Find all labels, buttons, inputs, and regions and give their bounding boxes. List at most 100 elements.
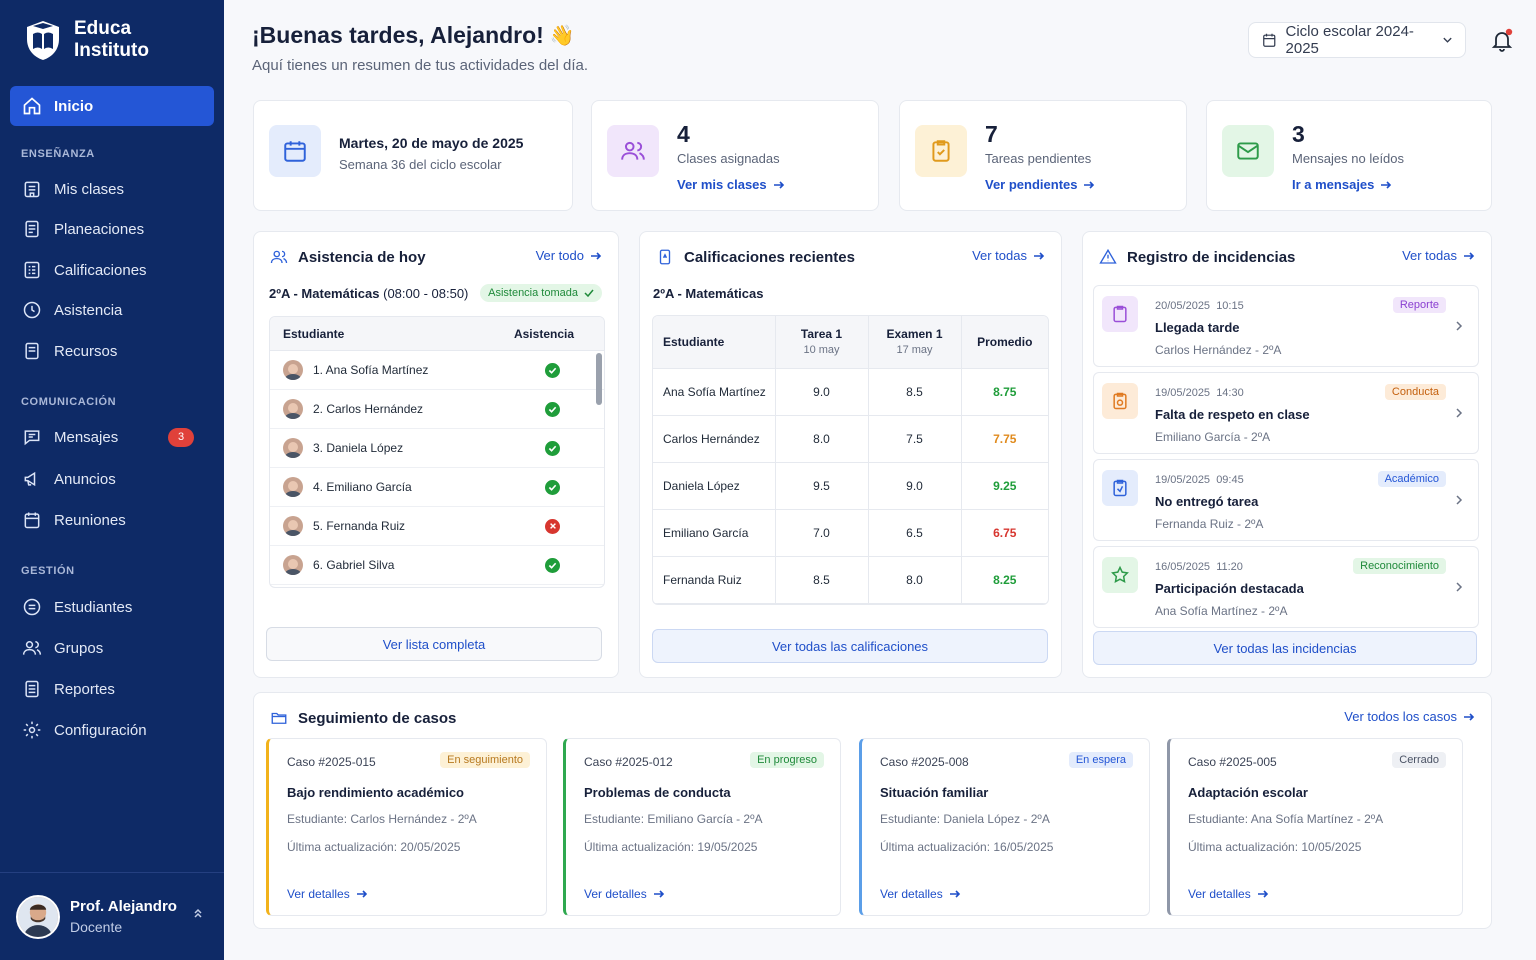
brand[interactable]: Educa Instituto (24, 18, 149, 62)
sidebar-item-home[interactable]: Inicio (10, 86, 214, 126)
clock-icon (23, 301, 41, 319)
wave-emoji: 👋 (549, 25, 575, 47)
view-pending-link[interactable]: Ver pendientes (985, 177, 1095, 192)
attendance-title: Asistencia de hoy (270, 248, 426, 266)
table-row[interactable]: 4. Emiliano García (270, 468, 604, 507)
table-row[interactable]: 3. Daniela López (270, 429, 604, 468)
brand-name: Educa Instituto (74, 18, 149, 61)
alert-badge-icon (1102, 383, 1138, 419)
incident-item[interactable]: 20/05/2025 10:15 Llegada tarde Carlos He… (1093, 285, 1479, 367)
grade-cell-name: Emiliano García (653, 509, 776, 557)
arrow-right-icon (1381, 180, 1392, 189)
folder-icon (271, 712, 287, 724)
gear-icon (23, 721, 41, 739)
sidebar-item-settings[interactable]: Configuración (10, 710, 214, 750)
student-avatar (283, 360, 303, 380)
case-last-update: Última actualización: 20/05/2025 (287, 840, 461, 854)
incident-item[interactable]: 16/05/2025 11:20 Participación destacada… (1093, 546, 1479, 628)
case-details-link[interactable]: Ver detalles (584, 887, 665, 901)
arrow-right-icon (1464, 251, 1475, 260)
table-row[interactable]: 1. Ana Sofía Martínez (270, 351, 604, 390)
grades-class: 2ºA - Matemáticas (653, 286, 764, 301)
student-name: 1. Ana Sofía Martínez (313, 363, 429, 377)
sidebar-item-meetings[interactable]: Reuniones (10, 500, 214, 540)
case-title: Situación familiar (880, 785, 989, 800)
present-check-icon[interactable] (545, 557, 560, 573)
chevron-right-icon (1456, 582, 1463, 592)
tasks-stat-card: 7 Tareas pendientes Ver pendientes (899, 100, 1187, 211)
incidents-view-all-link[interactable]: Ver todas (1402, 248, 1475, 263)
sidebar-item-messages[interactable]: Mensajes 3 (10, 417, 214, 457)
col-student: Estudiante (653, 316, 776, 369)
case-status-badge: Cerrado (1392, 752, 1446, 768)
cases-view-all-link[interactable]: Ver todos los casos (1344, 709, 1475, 724)
student-avatar (283, 555, 303, 575)
view-all-incidents-button[interactable]: Ver todas las incidencias (1093, 631, 1477, 665)
case-card[interactable]: Caso #2025-015 En seguimiento Bajo rendi… (266, 738, 547, 916)
user-profile[interactable]: Prof. Alejandro Docente (0, 872, 224, 960)
case-id: Caso #2025-015 (287, 755, 376, 769)
case-card[interactable]: Caso #2025-005 Cerrado Adaptación escola… (1167, 738, 1463, 916)
case-card[interactable]: Caso #2025-012 En progreso Problemas de … (563, 738, 841, 916)
absent-x-icon[interactable] (545, 518, 560, 534)
sidebar-item-classes[interactable]: Mis clases (10, 169, 214, 209)
sidebar-item-announcements[interactable]: Anuncios (10, 459, 214, 499)
grades-view-all-link[interactable]: Ver todas (972, 248, 1045, 263)
go-to-messages-link[interactable]: Ir a mensajes (1292, 177, 1392, 192)
case-last-update: Última actualización: 19/05/2025 (584, 840, 758, 854)
table-row[interactable]: Daniela López 9.5 9.0 9.25 (653, 462, 1048, 510)
clipboard-alert-icon (1102, 470, 1138, 506)
sidebar-item-grades[interactable]: Calificaciones (10, 250, 214, 290)
grade-cell-avg: 8.25 (961, 556, 1048, 604)
present-check-icon[interactable] (545, 440, 560, 456)
grade-cell-avg: 9.25 (961, 462, 1048, 510)
date-card: Martes, 20 de mayo de 2025 Semana 36 del… (253, 100, 573, 211)
incident-item[interactable]: 19/05/2025 14:30 Falta de respeto en cla… (1093, 372, 1479, 454)
school-icon (24, 181, 40, 198)
school-cycle-select[interactable]: Ciclo escolar 2024-2025 (1248, 22, 1466, 58)
sidebar-item-reports[interactable]: Reportes (10, 669, 214, 709)
sidebar-item-students[interactable]: Estudiantes (10, 587, 214, 627)
bell-icon[interactable] (1490, 28, 1514, 54)
chevron-right-icon (1456, 408, 1463, 418)
table-row[interactable]: Ana Sofía Martínez 9.0 8.5 8.75 (653, 368, 1048, 416)
case-id: Caso #2025-005 (1188, 755, 1277, 769)
case-details-link[interactable]: Ver detalles (1188, 887, 1269, 901)
case-details-link[interactable]: Ver detalles (880, 887, 961, 901)
case-title: Bajo rendimiento académico (287, 785, 464, 800)
chevron-up-icon[interactable] (192, 907, 204, 919)
avatar (16, 894, 60, 939)
table-row[interactable]: 5. Fernanda Ruiz (270, 507, 604, 546)
arrow-right-icon (949, 890, 960, 898)
view-full-list-button[interactable]: Ver lista completa (266, 627, 602, 661)
case-last-update: Última actualización: 10/05/2025 (1188, 840, 1362, 854)
present-check-icon[interactable] (545, 479, 560, 495)
arrow-right-icon (653, 890, 664, 898)
present-check-icon[interactable] (545, 362, 560, 378)
sidebar-item-plans[interactable]: Planeaciones (10, 209, 214, 249)
incident-item[interactable]: 19/05/2025 09:45 No entregó tarea Fernan… (1093, 459, 1479, 541)
table-row[interactable]: 2. Carlos Hernández (270, 390, 604, 429)
classes-label: Clases asignadas (677, 151, 780, 166)
view-classes-link[interactable]: Ver mis clases (677, 177, 785, 192)
case-details-link[interactable]: Ver detalles (287, 887, 368, 901)
profile-name: Prof. Alejandro (70, 898, 177, 915)
sidebar-item-groups[interactable]: Grupos (10, 628, 214, 668)
table-row[interactable]: 6. Gabriel Silva (270, 546, 604, 585)
table-row[interactable]: Carlos Hernández 8.0 7.5 7.75 (653, 415, 1048, 463)
table-row[interactable]: Fernanda Ruiz 8.5 8.0 8.25 (653, 556, 1048, 604)
view-all-grades-button[interactable]: Ver todas las calificaciones (652, 629, 1048, 663)
users-icon (270, 250, 288, 264)
attendance-view-all-link[interactable]: Ver todo (536, 248, 602, 263)
table-row[interactable]: Emiliano García 7.0 6.5 6.75 (653, 509, 1048, 557)
incidents-panel: Registro de incidencias Ver todas 20/05/… (1082, 231, 1492, 678)
case-card[interactable]: Caso #2025-008 En espera Situación famil… (859, 738, 1150, 916)
present-check-icon[interactable] (545, 401, 560, 417)
arrow-right-icon (591, 251, 602, 260)
sidebar-item-resources[interactable]: Recursos (10, 331, 214, 371)
sidebar-item-attendance[interactable]: Asistencia (10, 290, 214, 330)
col-task1: Tarea 1 10 may (775, 316, 869, 369)
messages-count-badge: 3 (168, 427, 194, 447)
attendance-table: Estudiante Asistencia 1. Ana Sofía Martí… (269, 316, 605, 588)
scrollbar[interactable] (596, 353, 602, 405)
